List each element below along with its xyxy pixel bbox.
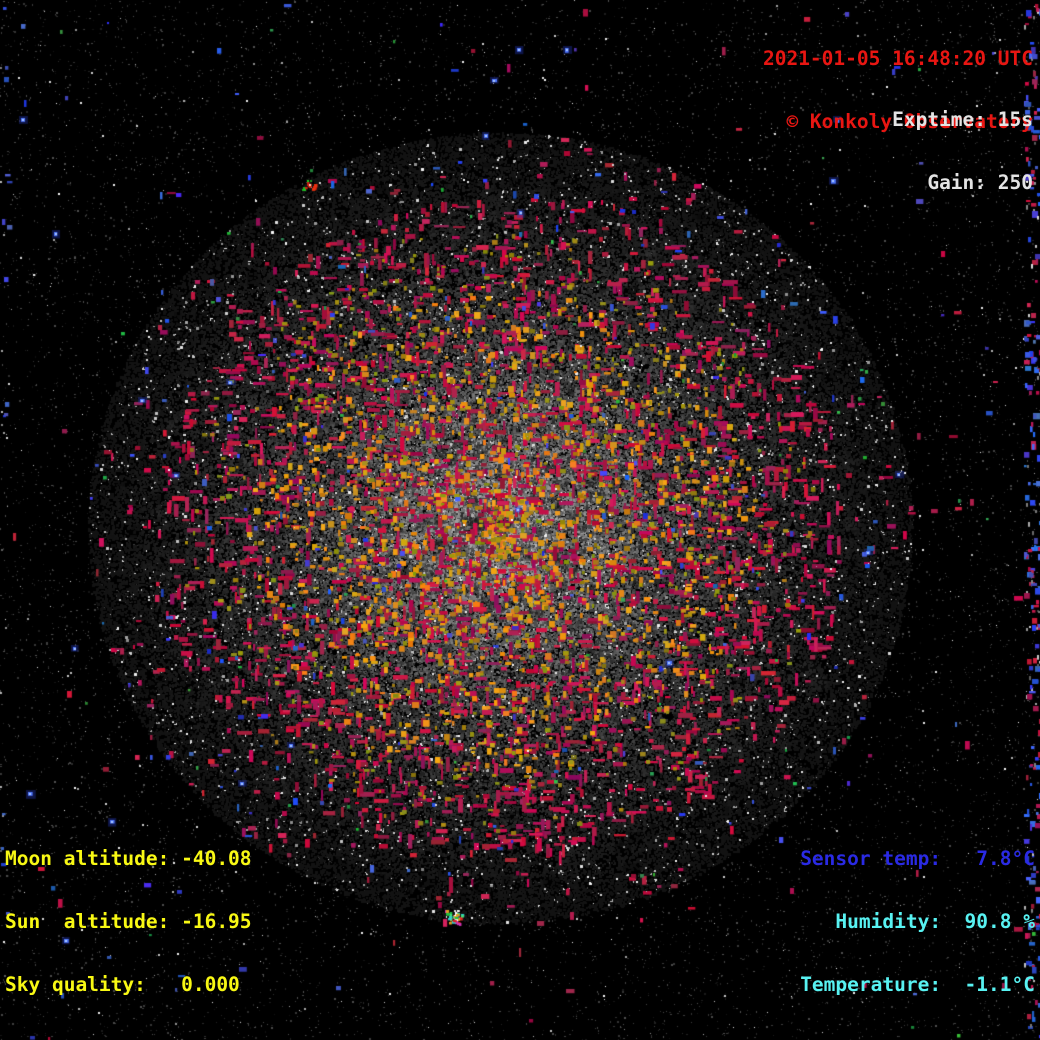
temperature-text: Temperature: -1.1°C	[800, 973, 1035, 996]
sun-altitude-text: Sun altitude: -16.95	[5, 910, 252, 933]
exposure-block: Exptime: 15s Gain: 250	[892, 67, 1033, 235]
sky-quality-text: Sky quality: 0.000	[5, 973, 240, 996]
datetime-text: 2021-01-05 16:48:20 UTC	[762, 47, 1033, 70]
sensor-temp-text: Sensor temp: 7.8°C	[800, 847, 1035, 870]
humidity-text: Humidity: 90.8 %	[800, 910, 1035, 933]
exptime-text: Exptime: 15s	[892, 108, 1033, 131]
astro-data-block: Moon altitude: -40.08 Sun altitude: -16.…	[5, 806, 252, 1037]
timestamp-block: 2021-01-05 16:48:20 UTC © Konkoly Observ…	[763, 6, 1033, 174]
copyright-text: © Konkoly Observatory	[786, 110, 1033, 133]
moon-altitude-text: Moon altitude: -40.08	[5, 847, 252, 870]
gain-text: Gain: 250	[927, 171, 1033, 194]
environment-data-block: Sensor temp: 7.8°C Humidity: 90.8 % Temp…	[800, 806, 1035, 1037]
